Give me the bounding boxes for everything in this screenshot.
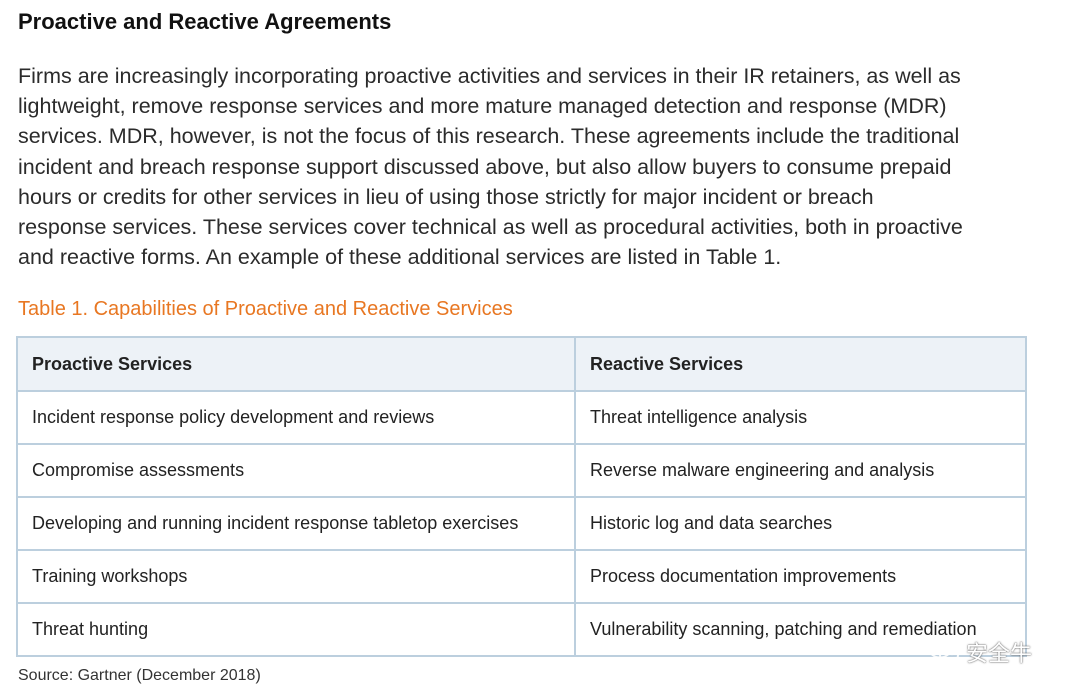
reactive-cell: Reverse malware engineering and analysis bbox=[574, 443, 1027, 498]
paragraph-line: hours or credits for other services in l… bbox=[18, 184, 874, 209]
wechat-icon bbox=[928, 638, 960, 666]
proactive-cell: Developing and running incident response… bbox=[16, 496, 576, 551]
section-heading: Proactive and Reactive Agreements bbox=[18, 9, 392, 34]
reactive-cell: Historic log and data searches bbox=[574, 496, 1027, 551]
table-caption: Table 1. Capabilities of Proactive and R… bbox=[18, 298, 513, 320]
source-note: Source: Gartner (December 2018) bbox=[18, 667, 261, 684]
header-proactive-services: Proactive Services bbox=[16, 336, 576, 392]
paragraph-line: services. MDR, however, is not the focus… bbox=[18, 124, 960, 149]
reactive-cell: Threat intelligence analysis bbox=[574, 390, 1027, 445]
header-reactive-services: Reactive Services bbox=[574, 336, 1027, 392]
paragraph-line: lightweight, remove response services an… bbox=[18, 94, 947, 119]
proactive-cell: Incident response policy development and… bbox=[16, 390, 576, 445]
body-paragraph: Firms are increasingly incorporating pro… bbox=[18, 61, 1078, 272]
proactive-cell: Training workshops bbox=[16, 549, 576, 604]
paragraph-line: Firms are increasingly incorporating pro… bbox=[18, 64, 961, 88]
table-row: Incident response policy development and… bbox=[16, 390, 1027, 445]
table-header-row: Proactive Services Reactive Services bbox=[16, 336, 1027, 392]
table-row: Compromise assessments Reverse malware e… bbox=[16, 443, 1027, 498]
table-row: Threat hunting Vulnerability scanning, p… bbox=[16, 602, 1027, 657]
proactive-cell: Threat hunting bbox=[16, 602, 576, 657]
table-row: Training workshops Process documentation… bbox=[16, 549, 1027, 604]
capabilities-table: Proactive Services Reactive Services Inc… bbox=[16, 336, 1027, 657]
watermark-text: 安全牛 bbox=[966, 641, 1033, 666]
reactive-cell: Process documentation improvements bbox=[574, 549, 1027, 604]
proactive-cell: Compromise assessments bbox=[16, 443, 576, 498]
paragraph-line: and reactive forms. An example of these … bbox=[18, 245, 782, 270]
table-row: Developing and running incident response… bbox=[16, 496, 1027, 551]
paragraph-line: incident and breach response support dis… bbox=[18, 154, 952, 179]
paragraph-line: response services. These services cover … bbox=[18, 215, 963, 240]
watermark: 安全牛 bbox=[928, 636, 1032, 668]
